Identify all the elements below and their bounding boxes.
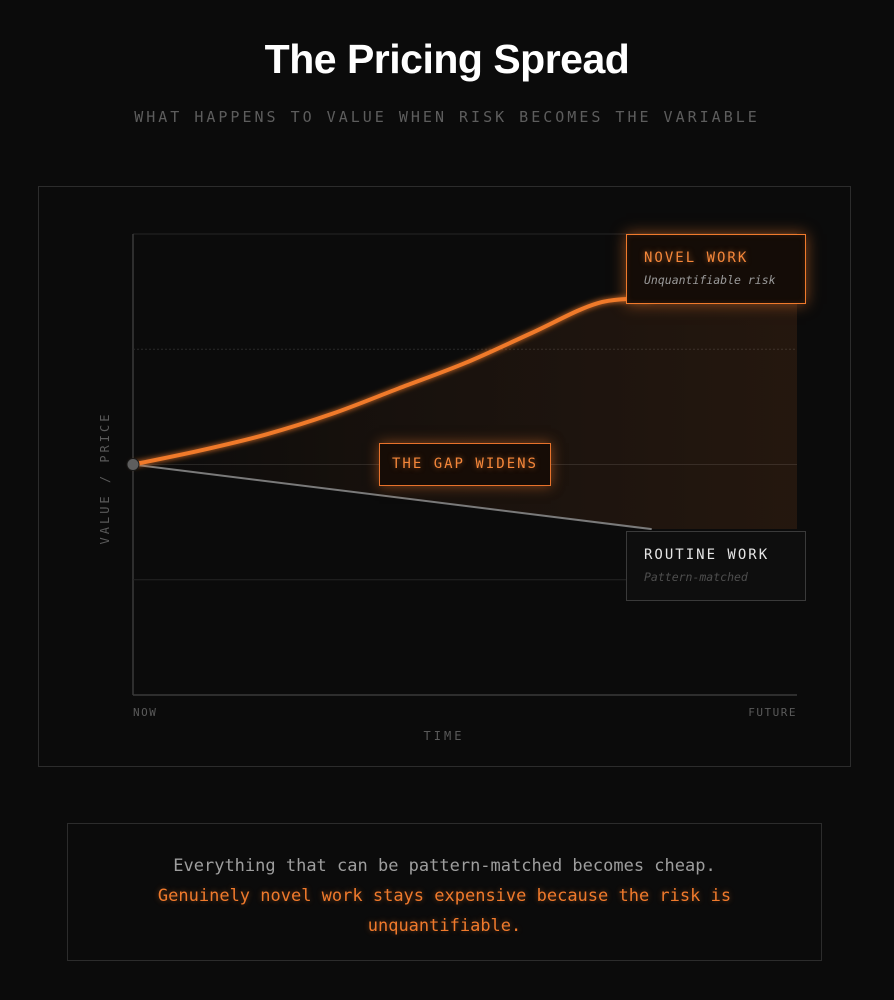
x-tick-future: FUTURE	[748, 706, 797, 719]
y-axis-label: VALUE / PRICE	[98, 411, 112, 545]
x-axis-label: TIME	[423, 729, 465, 743]
routine-work-line	[132, 463, 652, 531]
routine-work-callout: ROUTINE WORK Pattern-matched	[626, 531, 806, 601]
routine-work-sublabel: Pattern-matched	[644, 570, 748, 584]
novel-work-line	[131, 296, 653, 467]
x-tick-now: NOW	[133, 706, 158, 719]
summary-box: Everything that can be pattern-matched b…	[67, 823, 822, 961]
routine-work-label: ROUTINE WORK	[644, 547, 770, 563]
origin-point	[126, 458, 140, 471]
summary-line-2: Genuinely novel work stays expensive bec…	[157, 886, 732, 936]
gap-area	[133, 298, 797, 530]
page-subtitle: WHAT HAPPENS TO VALUE WHEN RISK BECOMES …	[134, 108, 760, 126]
summary-line-1: Everything that can be pattern-matched b…	[173, 856, 716, 876]
novel-work-sublabel: Unquantifiable risk	[644, 273, 776, 287]
chart-frame	[38, 186, 851, 767]
novel-work-callout: NOVEL WORK Unquantifiable risk	[626, 234, 806, 304]
novel-work-label: NOVEL WORK	[644, 250, 749, 266]
gap-widens-callout: THE GAP WIDENS	[379, 443, 551, 486]
page-title: The Pricing Spread	[264, 36, 630, 82]
